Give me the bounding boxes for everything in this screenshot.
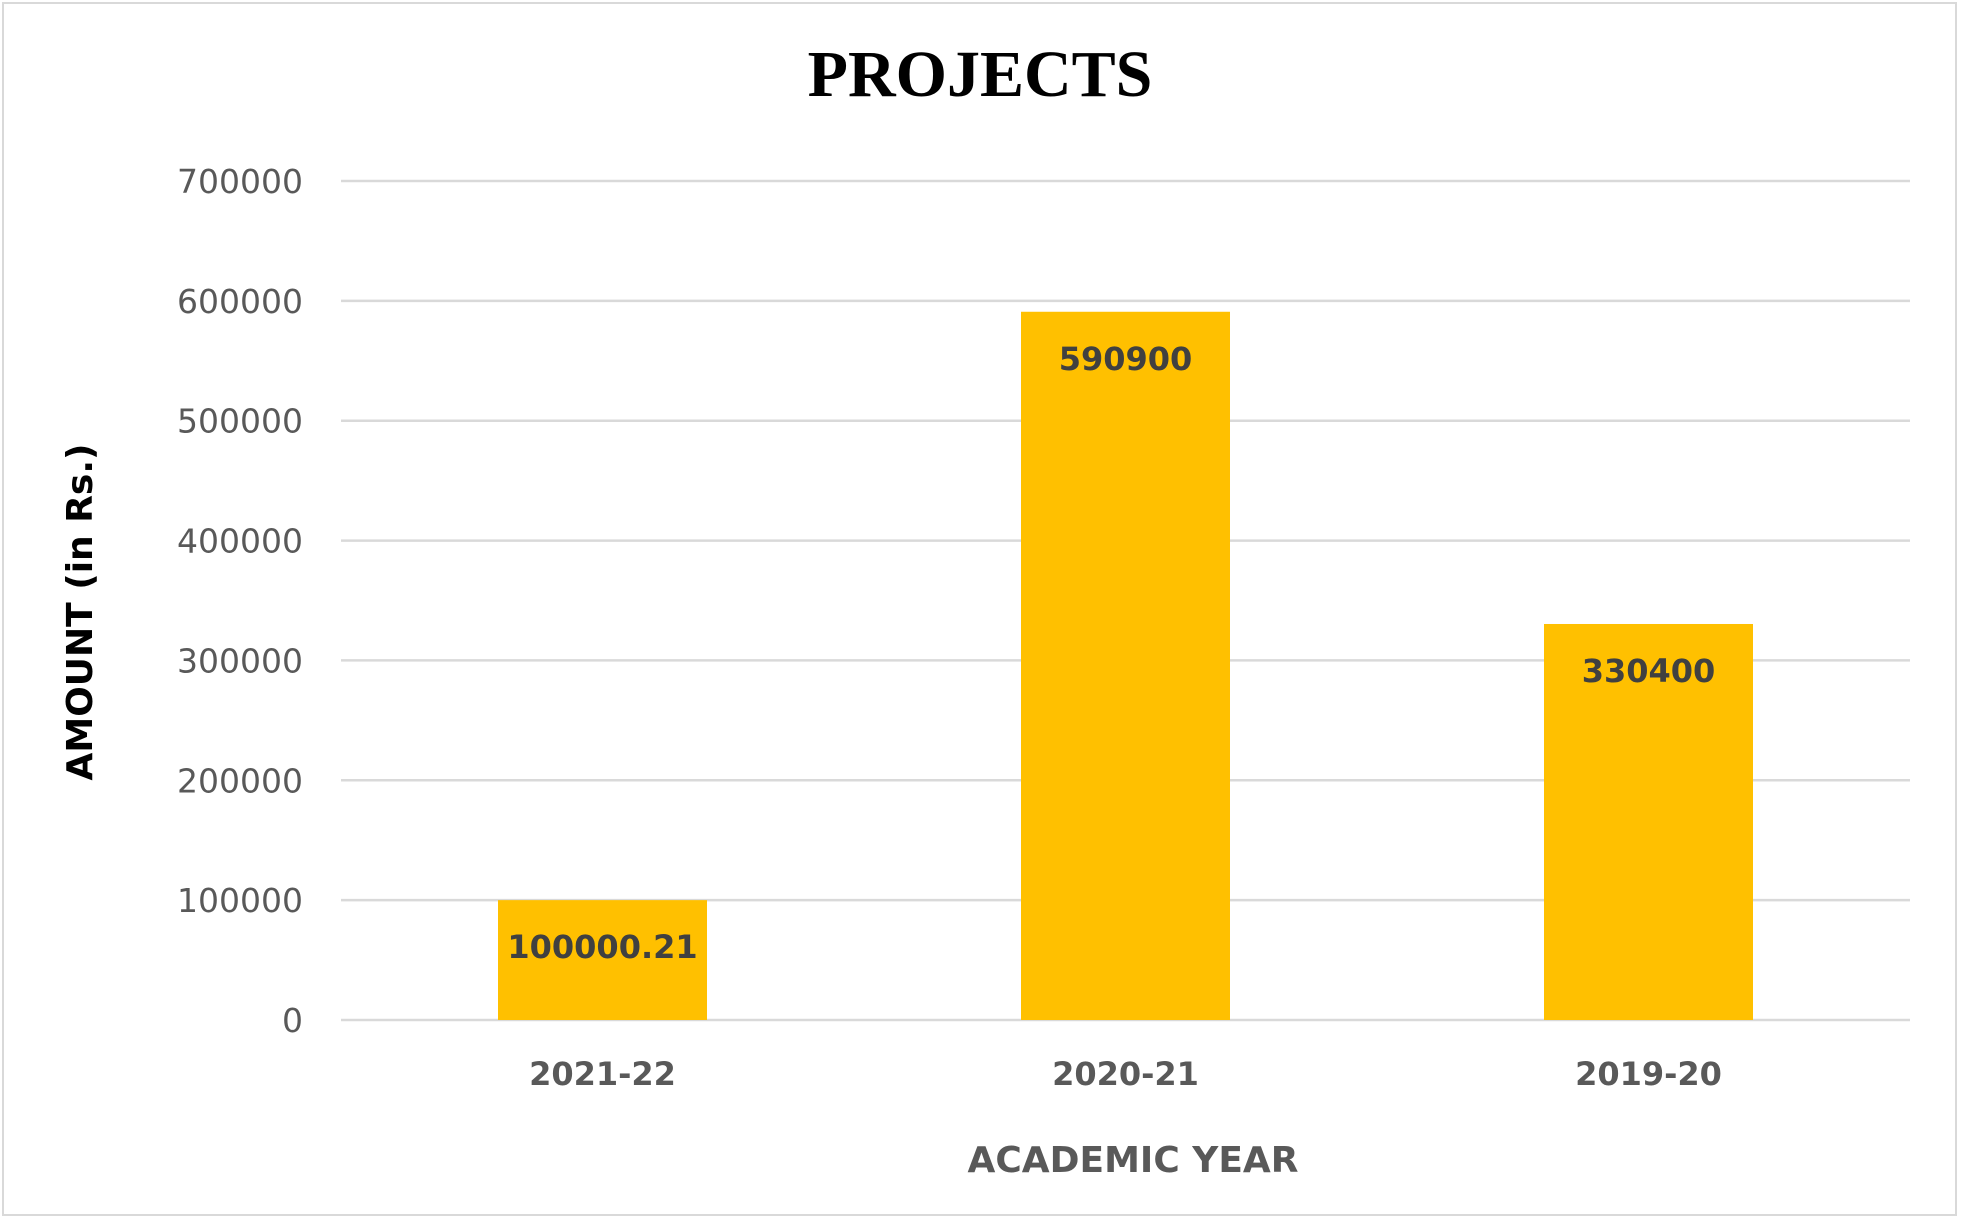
y-tick-label: 100000 <box>177 881 303 920</box>
x-axis-ticks: 2021-22 2020-21 2019-20 <box>529 1055 1722 1093</box>
bar-2020-21 <box>1021 311 1230 1020</box>
chart-title: PROJECTS <box>808 38 1153 111</box>
y-tick-label: 0 <box>282 1001 303 1040</box>
x-tick-label: 2021-22 <box>529 1055 676 1093</box>
y-tick-label: 700000 <box>177 162 303 201</box>
data-labels: 100000.21 590900 330400 <box>507 340 1715 966</box>
y-tick-label: 400000 <box>177 522 303 561</box>
y-axis-title: AMOUNT (in Rs.) <box>60 444 101 781</box>
y-tick-label: 500000 <box>177 402 303 441</box>
y-axis-ticks: 0 100000 200000 300000 400000 500000 600000 700… <box>177 162 303 1040</box>
x-tick-label: 2020-21 <box>1052 1055 1199 1093</box>
x-axis-title: ACADEMIC YEAR <box>967 1140 1298 1181</box>
y-tick-label: 200000 <box>177 761 303 800</box>
data-label: 100000.21 <box>507 928 697 966</box>
data-label: 330400 <box>1582 652 1716 690</box>
x-tick-label: 2019-20 <box>1575 1055 1722 1093</box>
y-tick-label: 300000 <box>177 641 303 680</box>
bar-2019-20 <box>1544 623 1753 1020</box>
y-tick-label: 600000 <box>177 282 303 321</box>
bar-2021-22 <box>498 900 707 1020</box>
data-label: 590900 <box>1059 340 1193 378</box>
bars <box>498 311 1753 1020</box>
